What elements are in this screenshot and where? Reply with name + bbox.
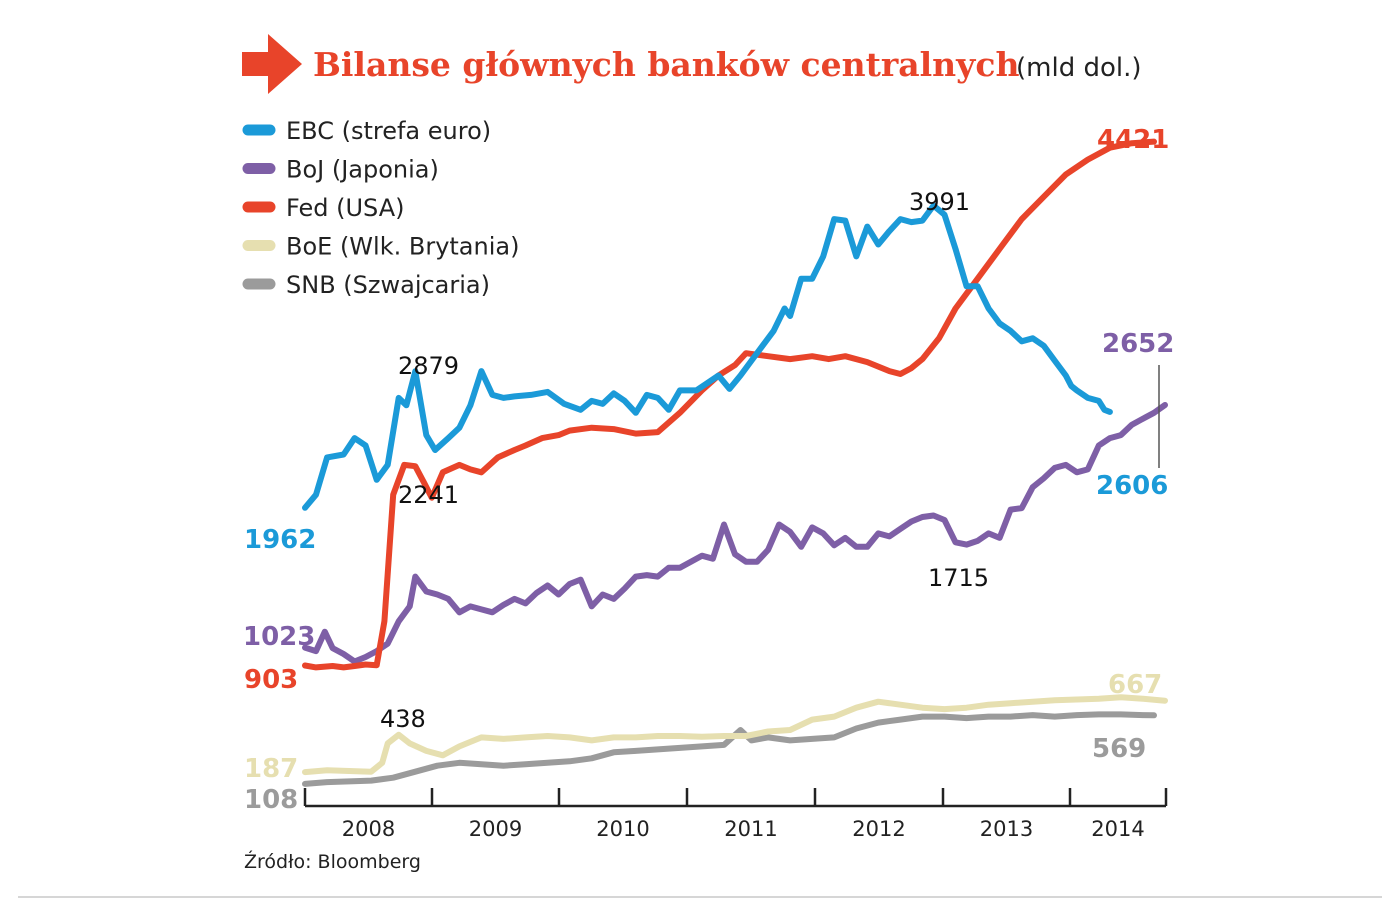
annotation-ebc: 2879	[398, 352, 459, 380]
annotation-fed: 4421	[1097, 125, 1169, 155]
source-note: Źródło: Bloomberg	[244, 850, 421, 873]
annotation-fed: 903	[244, 665, 298, 695]
annotation-ebc: 1962	[244, 525, 316, 555]
annotation-boj: 1715	[928, 564, 989, 592]
series-line-boj	[302, 402, 1168, 665]
series-layer	[302, 138, 1168, 787]
annotation-boe: 438	[380, 705, 426, 733]
annotation-ebc: 3991	[909, 188, 970, 216]
annotation-boe: 667	[1108, 670, 1162, 700]
x-tick-label: 2008	[342, 817, 395, 841]
x-tick-label: 2010	[596, 817, 649, 841]
annotation-boj: 1023	[243, 622, 315, 652]
annotation-snb: 108	[244, 785, 298, 815]
annotation-fed: 2241	[398, 481, 459, 509]
arrow-right-icon	[242, 34, 302, 94]
x-tick-label: 2009	[469, 817, 522, 841]
bottom-divider	[18, 896, 1382, 898]
annotation-boe: 187	[244, 754, 298, 784]
annotation-ebc: 2606	[1096, 471, 1168, 501]
legend-label-ebc: EBC (strefa euro)	[286, 117, 491, 145]
legend-label-boj: BoJ (Japonia)	[286, 156, 439, 184]
annotation-snb: 569	[1092, 734, 1146, 764]
legend-label-boe: BoE (Wlk. Brytania)	[286, 233, 519, 261]
title-group: Bilanse głównych banków centralnych (mld…	[242, 34, 1142, 94]
legend-label-snb: SNB (Szwajcaria)	[286, 271, 490, 299]
annotation-boj: 2652	[1102, 329, 1174, 359]
series-line-ebc	[302, 202, 1113, 511]
series-line-fed	[302, 138, 1157, 671]
x-tick-label: 2013	[980, 817, 1033, 841]
series-line-snb	[302, 711, 1157, 787]
x-tick-label: 2011	[724, 817, 777, 841]
x-tick-label: 2012	[852, 817, 905, 841]
chart-title: Bilanse głównych banków centralnych	[313, 45, 1019, 84]
legend: EBC (strefa euro) BoJ (Japonia) Fed (USA) B…	[242, 117, 519, 299]
chart-unit: (mld dol.)	[1016, 53, 1142, 83]
x-tick-label: 2014	[1091, 817, 1144, 841]
annotations: 1962 2879 3991 2606 1023 1715 2652 903 2241 4421 1…	[243, 125, 1174, 815]
x-axis: 2008 2009 2010 2011 2012 2013 2014	[303, 788, 1168, 841]
series-line-boe	[302, 694, 1168, 776]
legend-label-fed: Fed (USA)	[286, 194, 405, 222]
